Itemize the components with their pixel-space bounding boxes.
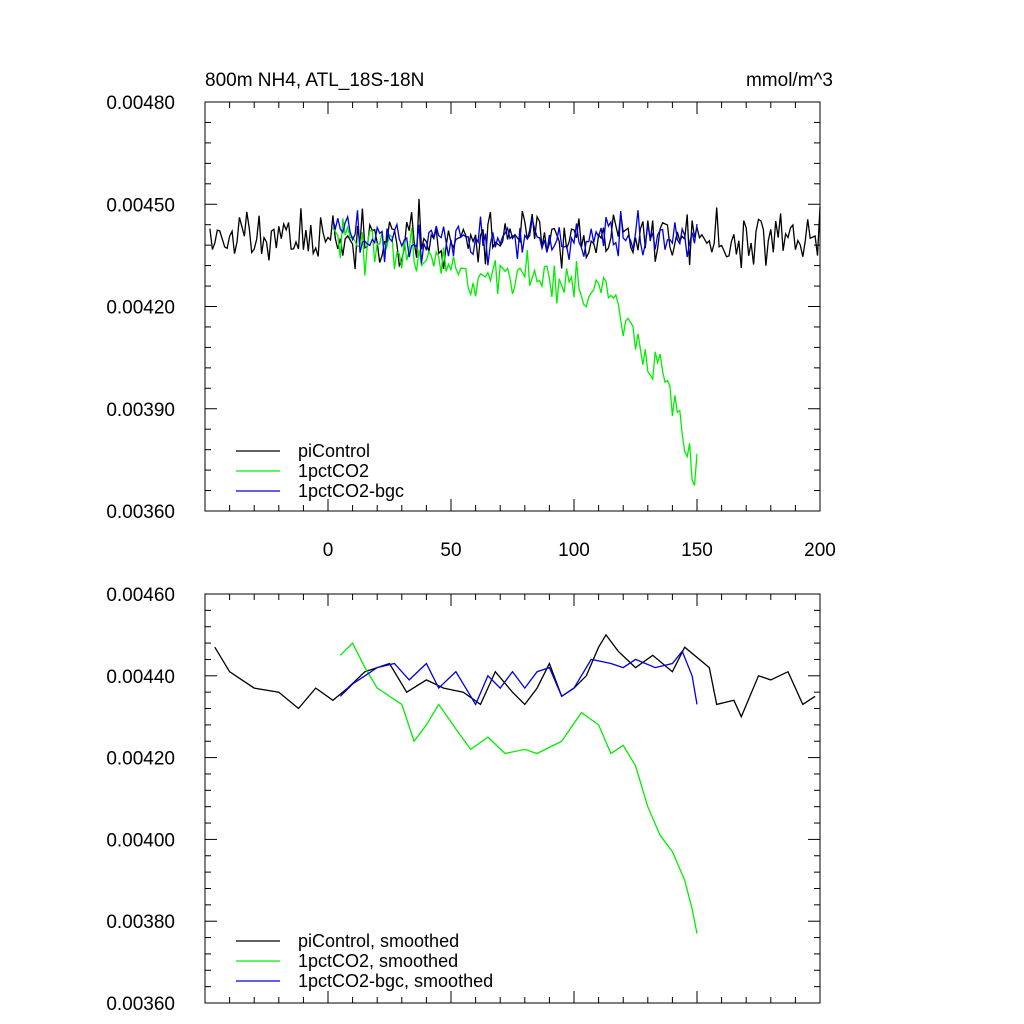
y-tick-label: 0.00380: [106, 912, 175, 933]
units-label: mmol/m^3: [746, 70, 833, 91]
bottom-panel: 0.00360 0.00380 0.00400 0.00420 0.00440 0.004…: [106, 585, 821, 1015]
x-tick-label: 50: [440, 540, 461, 561]
legend-label-picontrol: piControl: [298, 441, 370, 461]
y-tick-label: 0.00360: [106, 502, 175, 523]
legend-label-1pctco2-bgc-smoothed: 1pctCO2-bgc, smoothed: [298, 971, 493, 991]
bottom-series-1pctco2-bgc-smoothed: [339, 650, 698, 706]
top-series-1pctco2-bgc: [332, 210, 698, 266]
y-tick-label: 0.00480: [106, 93, 175, 114]
x-tick-label: 150: [681, 540, 713, 561]
legend-label-1pctco2: 1pctCO2: [298, 461, 369, 481]
x-tick-label: 100: [558, 540, 590, 561]
x-tick-label: 200: [804, 540, 836, 561]
top-series-picontrol: [209, 198, 821, 270]
y-tick-label: 0.00360: [106, 994, 175, 1015]
top-series-1pctco2: [332, 218, 698, 486]
chart-title: 800m NH4, ATL_18S-18N: [205, 70, 424, 91]
x-tick-label: 0: [323, 540, 334, 561]
y-tick-label: 0.00420: [106, 749, 175, 770]
y-tick-label: 0.00400: [106, 830, 175, 851]
y-tick-label: 0.00390: [106, 400, 175, 421]
legend-label-picontrol-smoothed: piControl, smoothed: [298, 931, 459, 951]
top-plot-frame: [204, 101, 821, 512]
bottom-series-1pctco2-smoothed: [339, 642, 698, 934]
y-tick-label: 0.00440: [106, 667, 175, 688]
legend-label-1pctco2-bgc: 1pctCO2-bgc: [298, 481, 404, 501]
bottom-plot-frame: [204, 593, 821, 1004]
legend-label-1pctco2-smoothed: 1pctCO2, smoothed: [298, 951, 458, 971]
top-panel: 800m NH4, ATL_18S-18N mmol/m^3 0.00360 0.…: [106, 70, 836, 561]
y-tick-label: 0.00450: [106, 195, 175, 216]
y-tick-label: 0.00460: [106, 585, 175, 606]
bottom-series-picontrol-smoothed: [214, 633, 816, 719]
y-tick-label: 0.00420: [106, 298, 175, 319]
